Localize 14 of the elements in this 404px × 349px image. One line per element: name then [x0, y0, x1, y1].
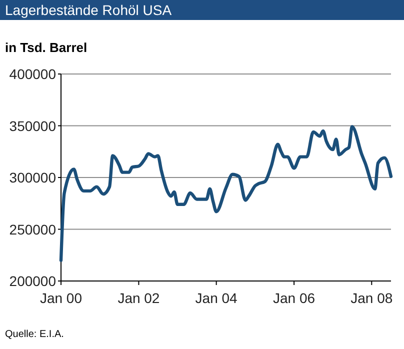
chart-title: Lagerbestände Rohöl USA: [5, 2, 172, 18]
x-tick-label: Jan 04: [195, 290, 238, 306]
y-tick-label: 400000: [9, 66, 56, 82]
line-series: [59, 125, 393, 262]
x-tick-label: Jan 02: [118, 290, 160, 306]
y-tick-label: 350000: [9, 118, 56, 134]
y-tick-label: 300000: [9, 170, 56, 186]
x-tick-label: Jan 00: [40, 290, 82, 306]
y-tick-label: 200000: [9, 273, 56, 289]
x-tick-label: Jan 08: [350, 290, 393, 306]
chart-subtitle: in Tsd. Barrel: [5, 40, 88, 55]
y-tick-label: 250000: [9, 221, 56, 238]
source-note: Quelle: E.I.A.: [5, 329, 64, 340]
x-tick-label: Jan 06: [273, 290, 316, 306]
